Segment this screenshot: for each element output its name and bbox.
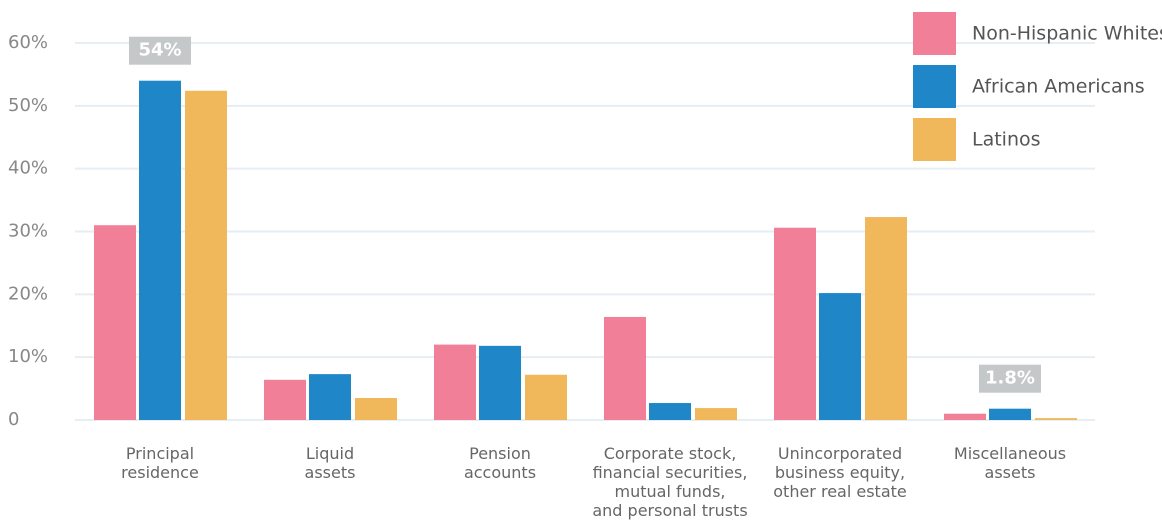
- legend-label: African Americans: [972, 76, 1145, 98]
- y-tick-label: 20%: [8, 283, 48, 304]
- bar: [695, 408, 737, 420]
- bar: [479, 345, 521, 420]
- bar: [525, 374, 567, 420]
- y-tick-label: 60%: [8, 32, 48, 53]
- bar: [944, 413, 986, 420]
- legend-swatch: [913, 118, 956, 161]
- bar: [774, 227, 816, 420]
- bar: [434, 344, 476, 420]
- x-tick-label: Liquid assets: [304, 444, 356, 482]
- legend-swatch: [913, 65, 956, 108]
- y-tick-label: 0: [8, 409, 19, 430]
- bar: [309, 374, 351, 420]
- bar: [1035, 418, 1077, 420]
- bar: [264, 379, 306, 420]
- value-label: 54%: [138, 40, 181, 61]
- value-label-box: [129, 36, 191, 65]
- value-label-box: [979, 364, 1041, 393]
- legend-swatch: [913, 12, 956, 55]
- y-tick-label: 40%: [8, 158, 48, 179]
- bar: [94, 225, 136, 420]
- bar: [989, 408, 1031, 420]
- x-tick-label: Corporate stock, financial securities, m…: [592, 444, 748, 520]
- value-label: 1.8%: [985, 368, 1035, 389]
- bar: [139, 80, 181, 420]
- y-tick-label: 10%: [8, 346, 48, 367]
- bar: [865, 217, 907, 420]
- bar: [185, 90, 227, 421]
- bar: [819, 293, 861, 420]
- x-tick-label: Principal residence: [121, 444, 199, 482]
- y-tick-label: 30%: [8, 221, 48, 242]
- y-tick-label: 50%: [8, 95, 48, 116]
- legend-label: Latinos: [972, 129, 1041, 151]
- bar: [649, 403, 691, 420]
- x-tick-label: Pension accounts: [463, 444, 537, 482]
- bar: [604, 316, 646, 420]
- x-tick-label: Unincorporated business equity, other re…: [773, 444, 907, 501]
- x-tick-label: Miscellaneous assets: [953, 444, 1067, 482]
- bar: [355, 398, 397, 420]
- legend-label: Non-Hispanic Whites: [972, 23, 1162, 45]
